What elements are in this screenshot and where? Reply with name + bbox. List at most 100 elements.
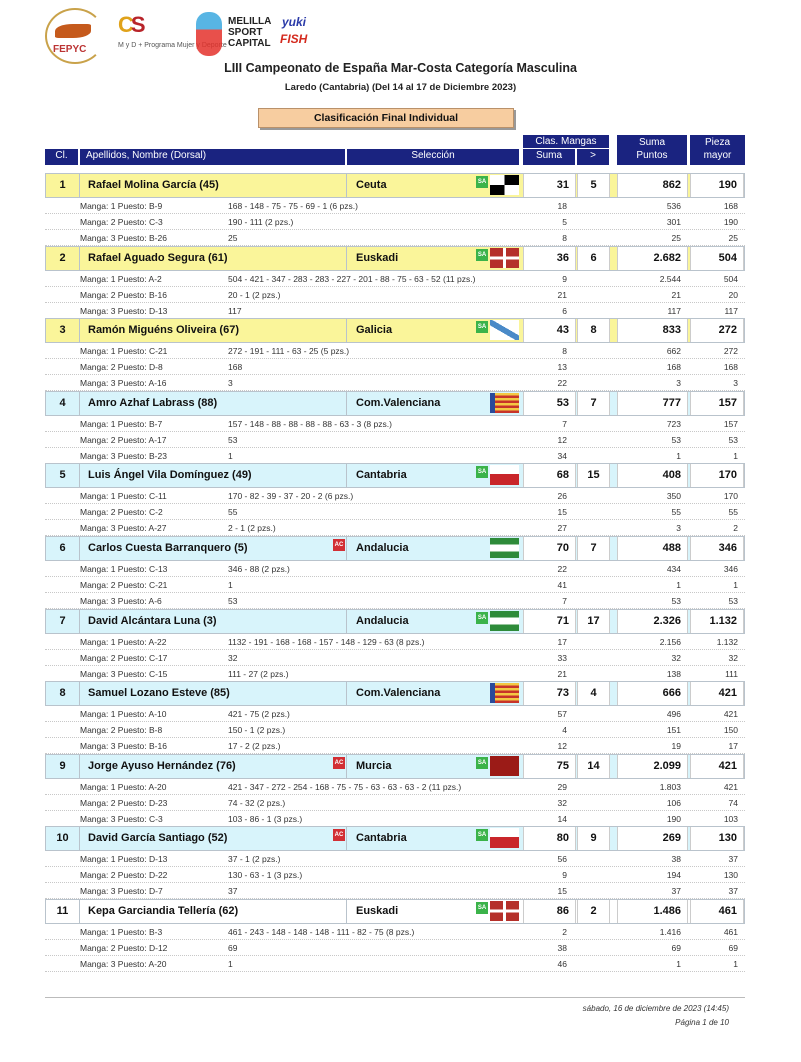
pieza-mayor: 190 xyxy=(690,174,744,197)
suma-puntos: 408 xyxy=(617,464,688,488)
manga-pieza: 168 xyxy=(723,362,738,373)
pieza-mayor: 170 xyxy=(690,464,744,488)
clas-suma: 75 xyxy=(523,754,576,778)
clas-suma: 80 xyxy=(523,827,576,851)
manga-clas: 7 xyxy=(562,596,567,606)
manga-label: Manga: 2 Puesto: D-12 xyxy=(80,943,168,953)
manga-pieza: 32 xyxy=(728,652,738,663)
manga-puntos: 3 xyxy=(676,378,681,389)
manga-pieza: 1 xyxy=(733,450,738,461)
manga-clas: 22 xyxy=(557,564,567,574)
manga-label: Manga: 2 Puesto: D-8 xyxy=(80,362,163,373)
manga-label: Manga: 3 Puesto: A-27 xyxy=(80,523,167,534)
manga-row: Manga: 3 Puesto: B-16 17 - 2 (2 pzs.) 12… xyxy=(45,738,745,755)
manga-row: Manga: 1 Puesto: A-22 1132 - 191 - 168 -… xyxy=(45,634,745,650)
manga-pieza: 1.132 xyxy=(716,636,738,647)
fepyc-logo: FEPYC xyxy=(45,8,105,64)
manga-detail: 74 - 32 (2 pzs.) xyxy=(228,797,286,808)
manga-row: Manga: 1 Puesto: A-10 421 - 75 (2 pzs.) … xyxy=(45,706,745,723)
manga-clas: 15 xyxy=(557,507,567,518)
manga-label: Manga: 3 Puesto: D-7 xyxy=(80,886,163,897)
manga-puntos: 168 xyxy=(666,362,681,373)
manga-puntos: 1 xyxy=(676,450,681,461)
seleccion: Galicia xyxy=(356,324,393,337)
manga-detail: 111 - 27 (2 pzs.) xyxy=(228,668,289,679)
pieza-mayor: 461 xyxy=(690,900,744,923)
manga-detail: 1132 - 191 - 168 - 168 - 157 - 148 - 129… xyxy=(228,636,425,647)
manga-detail: 25 xyxy=(228,233,238,243)
manga-puntos: 55 xyxy=(671,507,681,518)
col-header-clas-mangas: Clas. Mangas xyxy=(523,135,609,148)
manga-label: Manga: 1 Puesto: A-10 xyxy=(80,709,167,720)
manga-puntos: 194 xyxy=(666,870,681,881)
competitor-name: Rafael Molina García (45) xyxy=(82,174,347,197)
manga-row: Manga: 2 Puesto: C-21 1 41 1 1 xyxy=(45,577,745,593)
seleccion: Euskadi xyxy=(356,905,399,917)
myd-logo: M y D + Programa Mujer y Deporte xyxy=(118,42,227,49)
valencia-flag-icon xyxy=(490,683,519,704)
competitor-name: Kepa Garciandia Tellería (62) xyxy=(82,900,347,923)
clas-suma: 31 xyxy=(523,174,576,197)
suma-puntos: 269 xyxy=(617,827,688,851)
manga-label: Manga: 3 Puesto: C-3 xyxy=(80,813,163,824)
footer-divider xyxy=(45,997,745,998)
rank: 5 xyxy=(46,464,80,488)
manga-detail: 1 xyxy=(228,580,233,590)
seleccion: Euskadi xyxy=(356,251,399,264)
manga-pieza: 150 xyxy=(723,725,738,736)
manga-pieza: 53 xyxy=(728,596,738,606)
manga-puntos: 723 xyxy=(666,418,681,429)
manga-pieza: 37 xyxy=(728,886,738,897)
manga-clas: 5 xyxy=(562,217,567,227)
manga-row: Manga: 3 Puesto: A-6 53 7 53 53 xyxy=(45,593,745,609)
manga-pieza: 461 xyxy=(723,927,738,937)
competitor-row: 10 David García Santiago (52) Cantabria A… xyxy=(45,826,745,852)
manga-row: Manga: 3 Puesto: B-23 1 34 1 1 xyxy=(45,448,745,464)
manga-clas: 9 xyxy=(562,273,567,284)
manga-row: Manga: 1 Puesto: A-20 421 - 347 - 272 - … xyxy=(45,779,745,795)
page-title: LIII Campeonato de España Mar-Costa Cate… xyxy=(224,61,577,75)
manga-pieza: 55 xyxy=(728,507,738,518)
ac-badge: AC xyxy=(333,539,345,551)
manga-clas: 8 xyxy=(562,346,567,357)
manga-clas: 2 xyxy=(562,927,567,937)
manga-clas: 33 xyxy=(557,652,567,663)
clas-suma: 86 xyxy=(523,900,576,923)
sa-badge: SA xyxy=(476,321,488,334)
euskadi-flag-icon xyxy=(490,901,519,921)
competitor-row: 1 Rafael Molina García (45) Ceuta SA 31 5… xyxy=(45,173,745,198)
pieza-mayor: 130 xyxy=(690,827,744,851)
manga-row: Manga: 1 Puesto: B-7 157 - 148 - 88 - 88… xyxy=(45,416,745,432)
pieza-mayor: 272 xyxy=(690,319,744,343)
manga-row: Manga: 1 Puesto: B-3 461 - 243 - 148 - 1… xyxy=(45,924,745,940)
rank: 4 xyxy=(46,391,80,415)
manga-pieza: 53 xyxy=(728,434,738,445)
manga-label: Manga: 3 Puesto: B-26 xyxy=(80,233,167,243)
manga-detail: 1 xyxy=(228,959,233,969)
manga-pieza: 168 xyxy=(723,201,738,211)
manga-pieza: 346 xyxy=(723,564,738,574)
manga-row: Manga: 2 Puesto: B-16 20 - 1 (2 pzs.) 21… xyxy=(45,287,745,303)
manga-puntos: 138 xyxy=(666,668,681,679)
manga-pieza: 190 xyxy=(723,217,738,227)
manga-pieza: 74 xyxy=(728,797,738,808)
manga-detail: 2 - 1 (2 pzs.) xyxy=(228,523,276,534)
pieza-mayor: 504 xyxy=(690,246,744,270)
sa-badge: SA xyxy=(476,611,488,624)
manga-row: Manga: 3 Puesto: D-7 37 15 37 37 xyxy=(45,883,745,900)
manga-row: Manga: 3 Puesto: A-27 2 - 1 (2 pzs.) 27 … xyxy=(45,520,745,537)
manga-detail: 157 - 148 - 88 - 88 - 88 - 88 - 63 - 3 (… xyxy=(228,418,392,429)
clas-gt: 14 xyxy=(577,754,610,778)
clas-suma: 68 xyxy=(523,464,576,488)
manga-row: Manga: 3 Puesto: C-3 103 - 86 - 1 (3 pzs… xyxy=(45,811,745,827)
manga-pieza: 37 xyxy=(728,854,738,865)
clas-gt: 7 xyxy=(577,537,610,560)
manga-clas: 13 xyxy=(557,362,567,373)
clas-gt: 8 xyxy=(577,319,610,343)
manga-pieza: 3 xyxy=(733,378,738,389)
manga-detail: 170 - 82 - 39 - 37 - 20 - 2 (6 pzs.) xyxy=(228,491,354,502)
manga-detail: 461 - 243 - 148 - 148 - 148 - 111 - 82 -… xyxy=(228,927,415,937)
manga-puntos: 21 xyxy=(671,289,681,300)
manga-detail: 421 - 75 (2 pzs.) xyxy=(228,709,290,720)
manga-label: Manga: 1 Puesto: C-13 xyxy=(80,564,168,574)
